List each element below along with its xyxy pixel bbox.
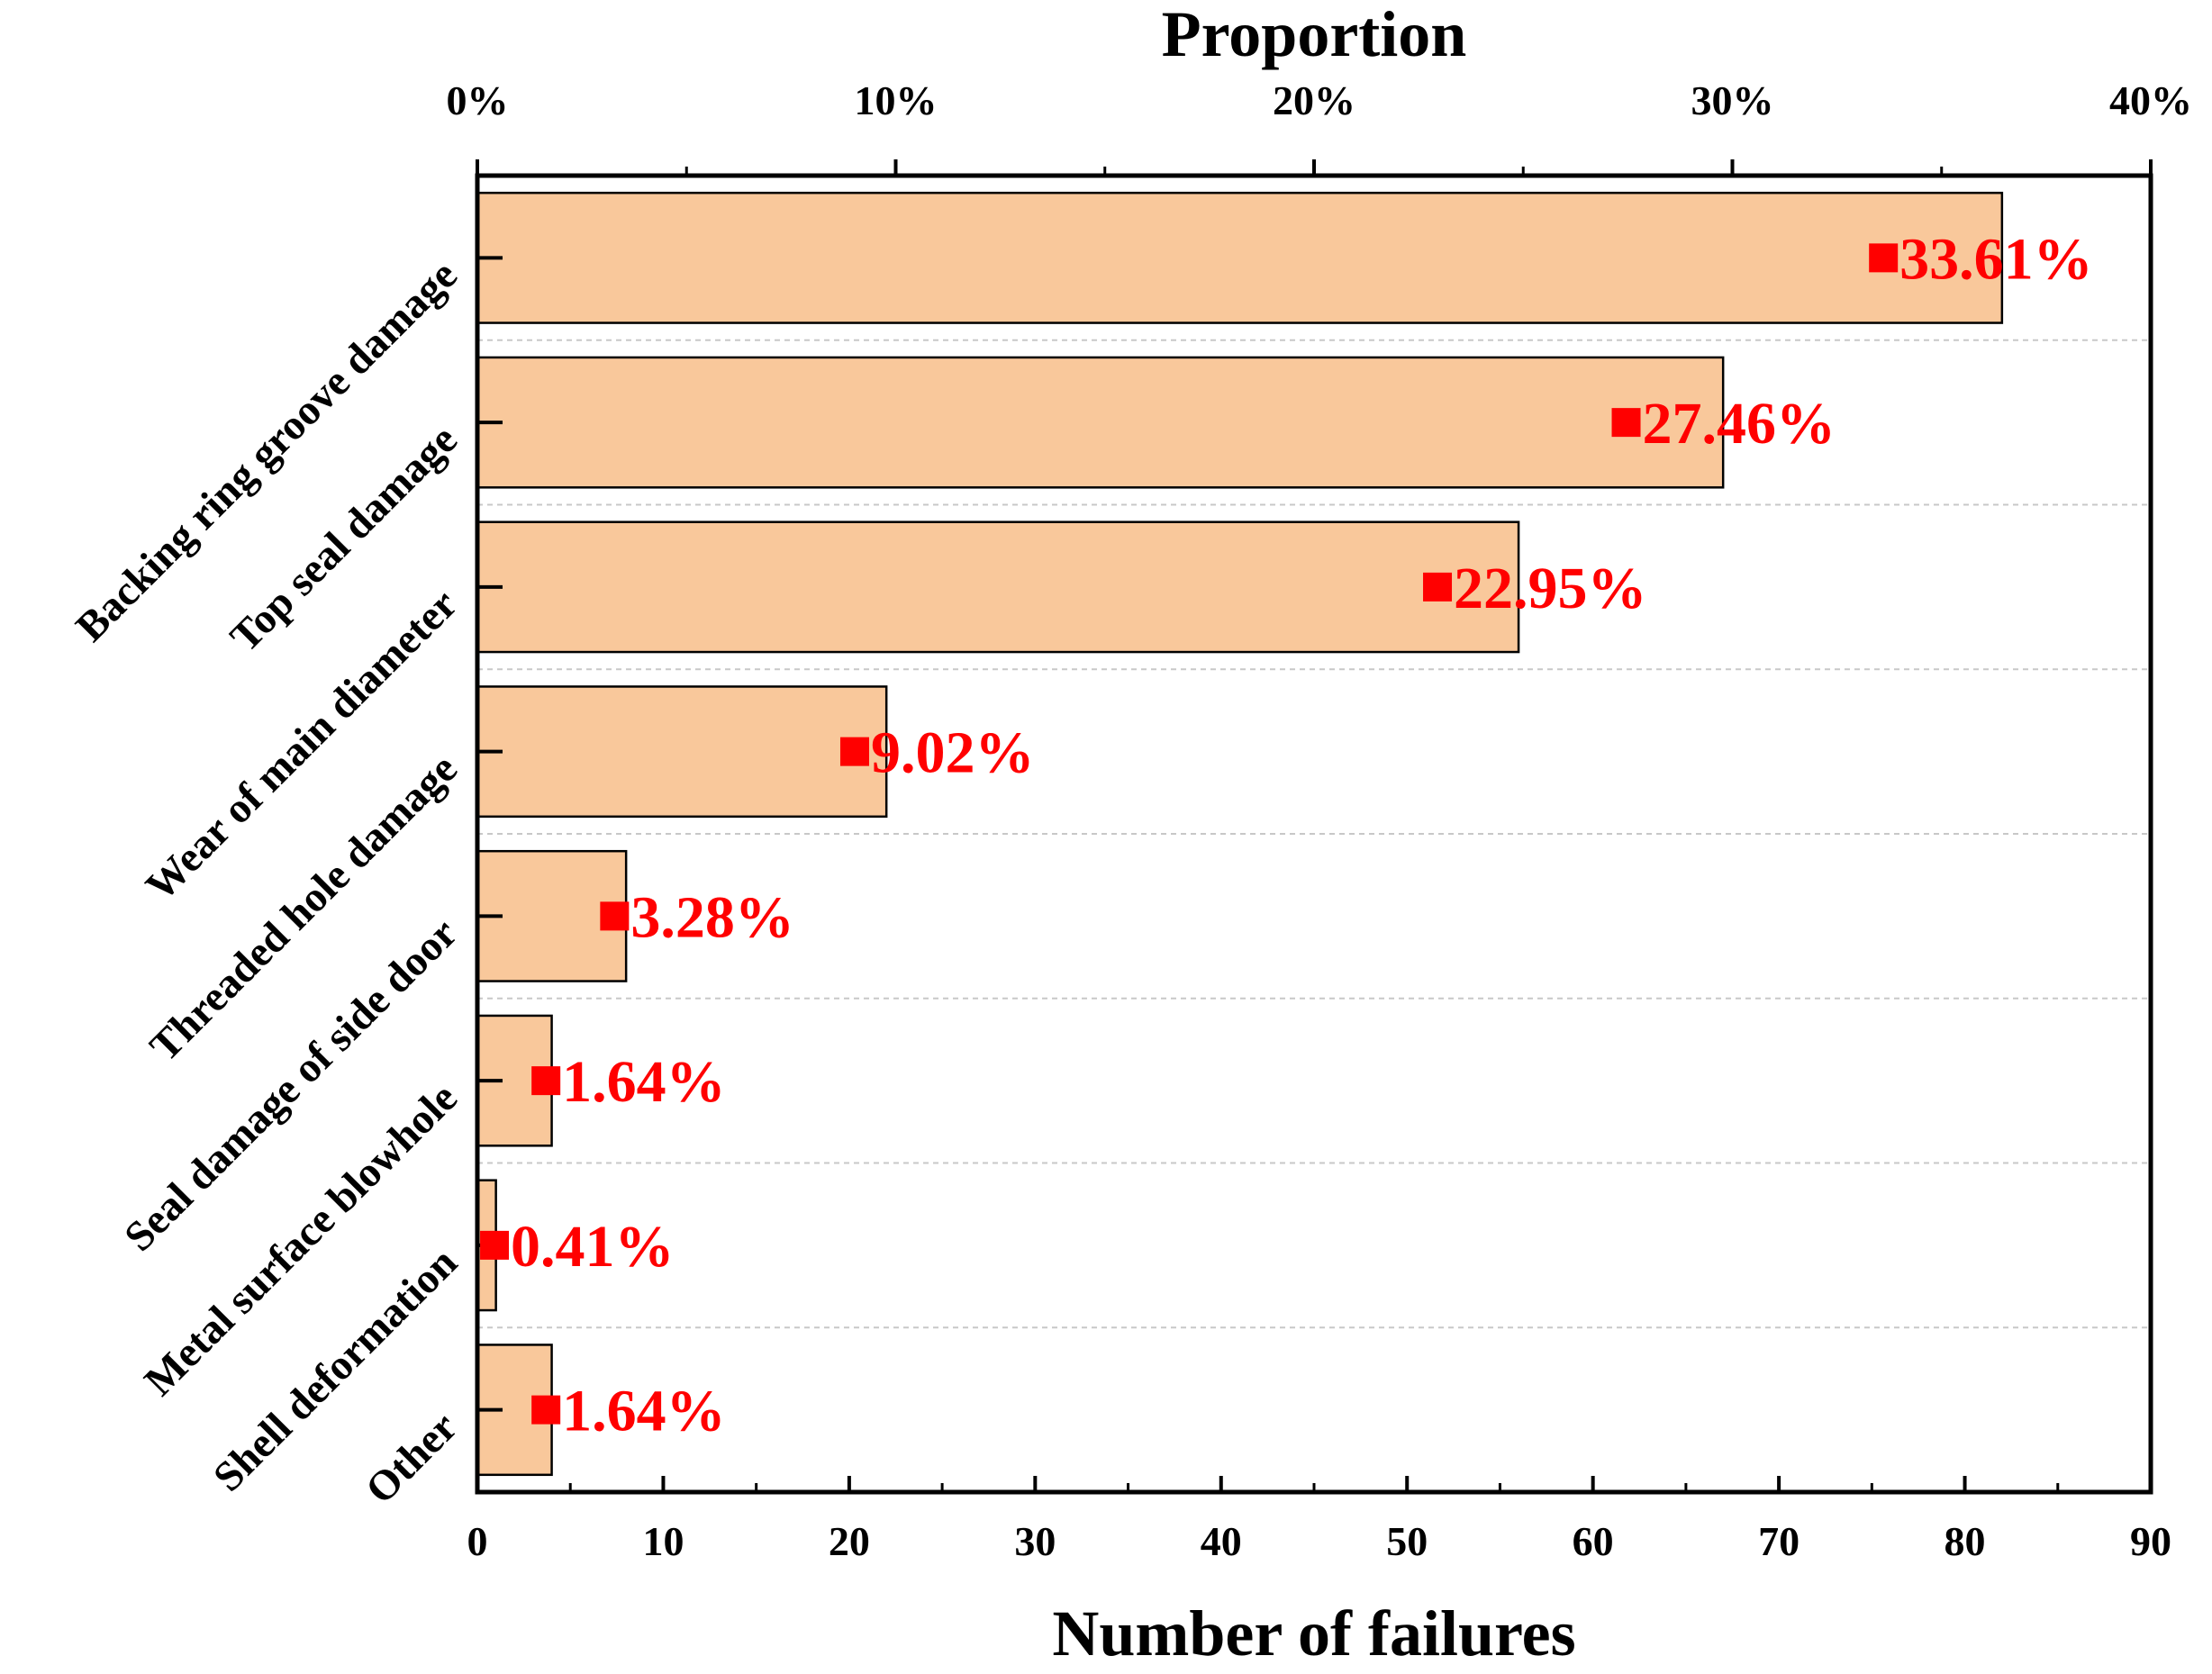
bottom-tick-label: 30: [1014, 1518, 1056, 1564]
proportion-marker: [1869, 243, 1899, 273]
proportion-marker: [480, 1230, 510, 1260]
category-label: Metal surface blowhole: [136, 1074, 467, 1405]
proportion-marker: [531, 1066, 561, 1096]
proportion-label: 27.46%: [1643, 391, 1836, 457]
bar: [476, 191, 2004, 324]
proportion-marker: [1423, 572, 1453, 602]
proportion-label: 0.41%: [511, 1214, 675, 1280]
proportion-marker: [531, 1395, 561, 1425]
top-tick-label: 0%: [447, 77, 509, 123]
top-tick-label: 30%: [1691, 77, 1774, 123]
bottom-tick-label: 90: [2130, 1518, 2171, 1564]
bottom-tick-label: 60: [1573, 1518, 1614, 1564]
proportion-label: 1.64%: [562, 1379, 726, 1444]
bottom-tick-label: 50: [1386, 1518, 1428, 1564]
proportion-label: 22.95%: [1454, 556, 1647, 621]
category-label: Other: [357, 1404, 467, 1514]
top-axis-ticks: 0% 10% 20% 30% 40%: [447, 77, 2192, 176]
bottom-tick-label: 70: [1758, 1518, 1800, 1564]
proportion-markers: 33.61% 27.46% 22.95% 9.02% 3.28% 1.64% 0.41% 1.…: [480, 226, 2093, 1444]
bottom-tick-label: 20: [829, 1518, 870, 1564]
bottom-axis-ticks: 0 10 20 30 40 50 60 70 80 90: [467, 1476, 2171, 1564]
bottom-axis-title: Number of failures: [1052, 1597, 1575, 1669]
proportion-label: 1.64%: [562, 1049, 726, 1115]
category-label: Threaded hole damage: [141, 746, 467, 1071]
bottom-tick-label: 0: [467, 1518, 488, 1564]
top-tick-label: 40%: [2109, 77, 2192, 123]
bottom-tick-label: 80: [1945, 1518, 1986, 1564]
category-label: Seal damage of side door: [115, 909, 466, 1260]
proportion-marker: [1611, 408, 1641, 438]
proportion-marker: [600, 901, 630, 931]
top-tick-label: 10%: [855, 77, 938, 123]
proportion-label: 33.61%: [1899, 226, 2093, 292]
top-axis-title: Proportion: [1162, 0, 1467, 70]
proportion-label: 9.02%: [871, 720, 1035, 786]
category-label: Wear of main diameter: [137, 581, 467, 910]
proportion-label: 3.28%: [630, 884, 794, 950]
proportion-marker: [839, 737, 869, 766]
top-tick-label: 20%: [1273, 77, 1355, 123]
bottom-tick-label: 40: [1201, 1518, 1242, 1564]
bottom-tick-label: 10: [642, 1518, 684, 1564]
bar: [476, 520, 1520, 654]
left-axis-ticks: [477, 256, 503, 1412]
bar: [476, 356, 1725, 489]
bars: [476, 191, 2004, 1477]
bar: [476, 685, 888, 819]
